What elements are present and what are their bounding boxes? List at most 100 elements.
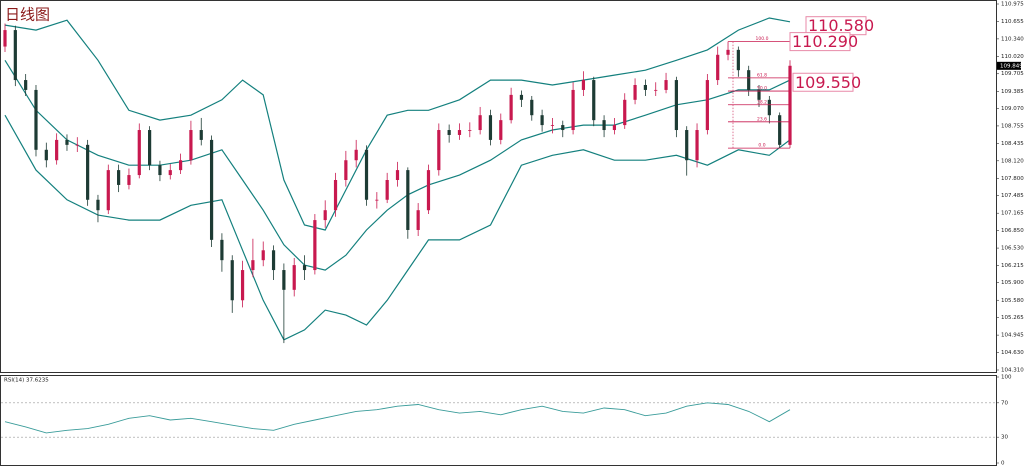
candle-body [96, 199, 100, 211]
candle-body [302, 265, 307, 271]
bollinger-band [4, 114, 791, 341]
fib-label: 38.2 [757, 99, 767, 105]
candle-body [375, 199, 379, 201]
candle-body [333, 179, 338, 211]
candle-body [530, 99, 534, 116]
rsi-line [4, 402, 791, 434]
y-tick-label: 108.120 [1001, 158, 1024, 164]
candle-body [106, 170, 110, 211]
main-frame [0, 0, 997, 373]
candle-body [230, 260, 234, 301]
candle-body [24, 80, 28, 90]
candle-body [726, 49, 730, 55]
candle-body [478, 115, 482, 131]
candle-body [364, 149, 369, 200]
candle-body [550, 125, 555, 126]
y-tick-label: 104.630 [1001, 350, 1024, 356]
candle-body [323, 210, 327, 221]
candle-body [592, 80, 596, 121]
fib-label: 100.0 [756, 36, 769, 42]
bollinger-band [4, 59, 791, 271]
candle-body [3, 30, 7, 47]
y-tick-label: 109.385 [1001, 89, 1024, 95]
y-tick-label: 110.340 [1001, 36, 1024, 42]
y-tick-label: 109.705 [1001, 71, 1024, 77]
candle-body [44, 149, 48, 161]
fib-label: 61.8 [757, 72, 767, 78]
candle-body [447, 130, 451, 135]
y-tick-label: 108.435 [1001, 141, 1024, 147]
candle-body [220, 239, 224, 261]
candle-body [385, 179, 389, 200]
y-tick-label: 70 [1001, 400, 1008, 406]
candle-body [240, 270, 245, 301]
candle-body [148, 130, 152, 166]
candle-body [519, 94, 524, 100]
candle-body [468, 130, 472, 131]
candle-body [664, 80, 668, 90]
candle-body [416, 210, 420, 230]
candle-body [778, 115, 782, 145]
y-tick-label: 106.215 [1001, 263, 1024, 269]
candle-body [75, 144, 79, 146]
candle-body [65, 139, 69, 145]
y-tick-label: 105.265 [1001, 315, 1024, 321]
candle-body [788, 65, 792, 145]
annotation-label: 109.550 [795, 73, 861, 92]
candle-body [282, 270, 286, 290]
y-tick-label: 107.800 [1001, 176, 1024, 182]
y-tick-label: 107.165 [1001, 211, 1024, 217]
candle-body [581, 80, 586, 90]
y-tick-label: 109.070 [1001, 106, 1024, 112]
candle-body [488, 115, 493, 140]
y-tick-label: 105.580 [1001, 298, 1024, 304]
candle-body [757, 89, 761, 100]
candle-body [137, 130, 141, 176]
candle-body [313, 220, 317, 271]
candle-body [540, 115, 544, 126]
candle-body [158, 165, 162, 176]
current-price-box [997, 61, 1021, 70]
fib-label: 50.0 [757, 86, 767, 92]
candle-body [344, 160, 348, 180]
fib-label: 0.0 [758, 143, 765, 149]
candle-body [199, 130, 203, 140]
y-tick-label: 104.310 [1001, 368, 1024, 374]
candle-body [426, 170, 431, 211]
annotation-label: 110.290 [792, 32, 858, 51]
candle-body [623, 99, 627, 126]
candle-body [406, 170, 410, 230]
rsi-title: RSI(14) 37.6235 [4, 378, 49, 384]
candle-body [674, 80, 678, 131]
candle-body [747, 70, 751, 90]
candle-body [612, 125, 617, 131]
y-tick-label: 105.900 [1001, 280, 1024, 286]
candle-body [736, 49, 740, 71]
candle-body [292, 265, 296, 290]
candle-body [499, 120, 503, 140]
candle-body [695, 130, 699, 161]
y-tick-label: 0 [1001, 461, 1005, 467]
annotation-box [789, 32, 851, 52]
candle-body [571, 89, 575, 131]
fib-label: 23.6 [757, 116, 767, 122]
y-tick-label: 110.020 [1001, 54, 1024, 60]
annotation-label: 110.580 [808, 16, 874, 35]
candle-body [251, 260, 255, 271]
candle-body [457, 130, 462, 135]
candle-body [685, 130, 689, 161]
candle-body [437, 130, 441, 171]
candle-body [178, 160, 183, 171]
candle-body [354, 149, 358, 161]
candle-body [561, 125, 565, 131]
candle-body [395, 170, 400, 180]
y-tick-label: 106.850 [1001, 228, 1024, 234]
candle-body [209, 139, 214, 240]
candle-body [633, 84, 637, 100]
candle-body [13, 30, 17, 81]
candle-body [602, 120, 606, 131]
candle-body [261, 250, 265, 261]
candle-body [654, 89, 658, 91]
rsi-frame [0, 375, 997, 466]
